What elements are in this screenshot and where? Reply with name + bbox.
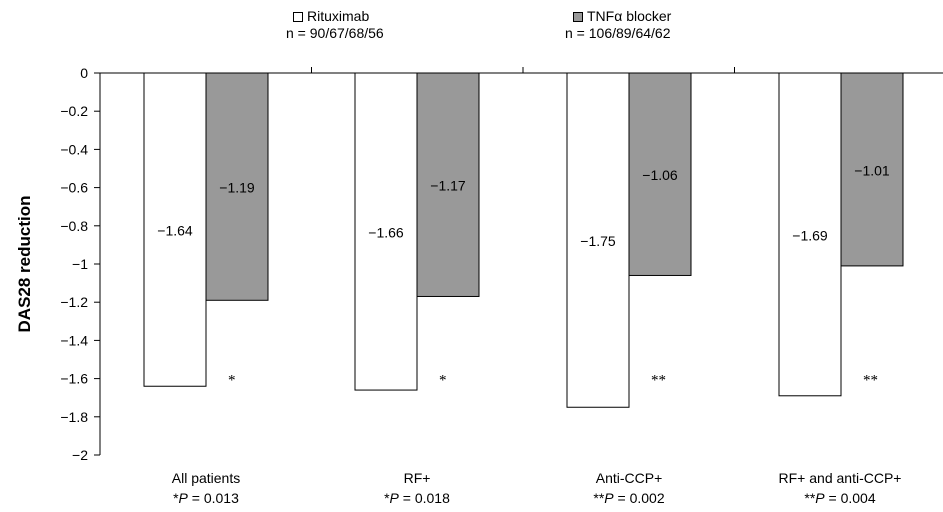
- bar-value-label: −1.66: [368, 225, 404, 241]
- y-axis-title: DAS28 reduction: [15, 196, 34, 333]
- y-tick-label: −1: [72, 256, 88, 272]
- bar-tnf-blocker: [840, 72, 904, 267]
- bar-tnf-blocker: [416, 72, 480, 297]
- category-label-all-patients: All patients: [171, 470, 241, 486]
- p-value-rf-and-anti-ccp: **P = 0.004: [804, 490, 876, 506]
- bar-value-label: −1.17: [430, 178, 466, 194]
- legend-label-rituximab: Rituximab: [307, 8, 370, 24]
- significance-marker: *: [228, 373, 236, 389]
- bar-value-label: −1.06: [642, 167, 678, 183]
- significance-marker: **: [863, 373, 878, 389]
- y-tick-label: −1.8: [60, 409, 88, 425]
- legend-n-rituximab: n = 90/67/68/56: [286, 25, 384, 41]
- bar-rituximab: [143, 72, 207, 387]
- legend-n-tnf-blocker: n = 106/89/64/62: [565, 25, 671, 41]
- category-label-rf-positive: RF+: [403, 470, 431, 486]
- p-value-anti-ccp-positive: **P = 0.002: [593, 490, 665, 506]
- p-value-all-patients: *P = 0.013: [173, 490, 239, 506]
- y-tick-label: −0.4: [60, 141, 88, 157]
- y-tick-label: −2: [72, 447, 88, 463]
- legend-item-rituximab: Rituximab: [293, 8, 369, 25]
- bar-tnf-blocker: [628, 72, 692, 276]
- significance-marker: *: [439, 373, 447, 389]
- axes: 0 −0.2 −0.4 −0.6 −0.8 −1 −1.2 −1.4 −1.6 −1.8 −2 DAS…: [15, 65, 943, 463]
- bar-value-label: −1.64: [157, 223, 193, 239]
- y-tick-label: −1.2: [60, 294, 88, 310]
- bar-rituximab: [778, 72, 842, 397]
- bars: [143, 72, 904, 408]
- y-tick-label: 0: [80, 65, 88, 81]
- legend-swatch-rituximab: [293, 12, 303, 22]
- y-tick-label: −0.2: [60, 103, 88, 119]
- legend-item-tnf-blocker: TNFα blocker: [573, 8, 671, 25]
- p-value-rf-positive: *P = 0.018: [384, 490, 450, 506]
- bar-value-label: −1.75: [580, 233, 616, 249]
- bar-value-label: −1.19: [219, 180, 255, 196]
- category-label-rf-and-anti-ccp: RF+ and anti-CCP+: [778, 470, 902, 486]
- bar-tnf-blocker: [205, 72, 269, 301]
- significance-marker: **: [651, 373, 666, 389]
- legend-swatch-tnf-blocker: [573, 12, 583, 22]
- bar-value-label: −1.01: [854, 162, 890, 178]
- y-tick-label: −0.8: [60, 218, 88, 234]
- y-tick-label: −0.6: [60, 180, 88, 196]
- category-label-anti-ccp-positive: Anti-CCP+: [595, 470, 663, 486]
- bar-rituximab: [354, 72, 418, 391]
- bar-value-label: −1.69: [792, 227, 828, 243]
- legend-label-tnf-blocker: TNFα blocker: [587, 8, 672, 24]
- bar-labels: −1.64 −1.66 −1.75 −1.69 −1.19 −1.17 −1.06 −1.01…: [157, 162, 890, 388]
- y-tick-label: −1.4: [60, 332, 88, 348]
- y-tick-label: −1.6: [60, 371, 88, 387]
